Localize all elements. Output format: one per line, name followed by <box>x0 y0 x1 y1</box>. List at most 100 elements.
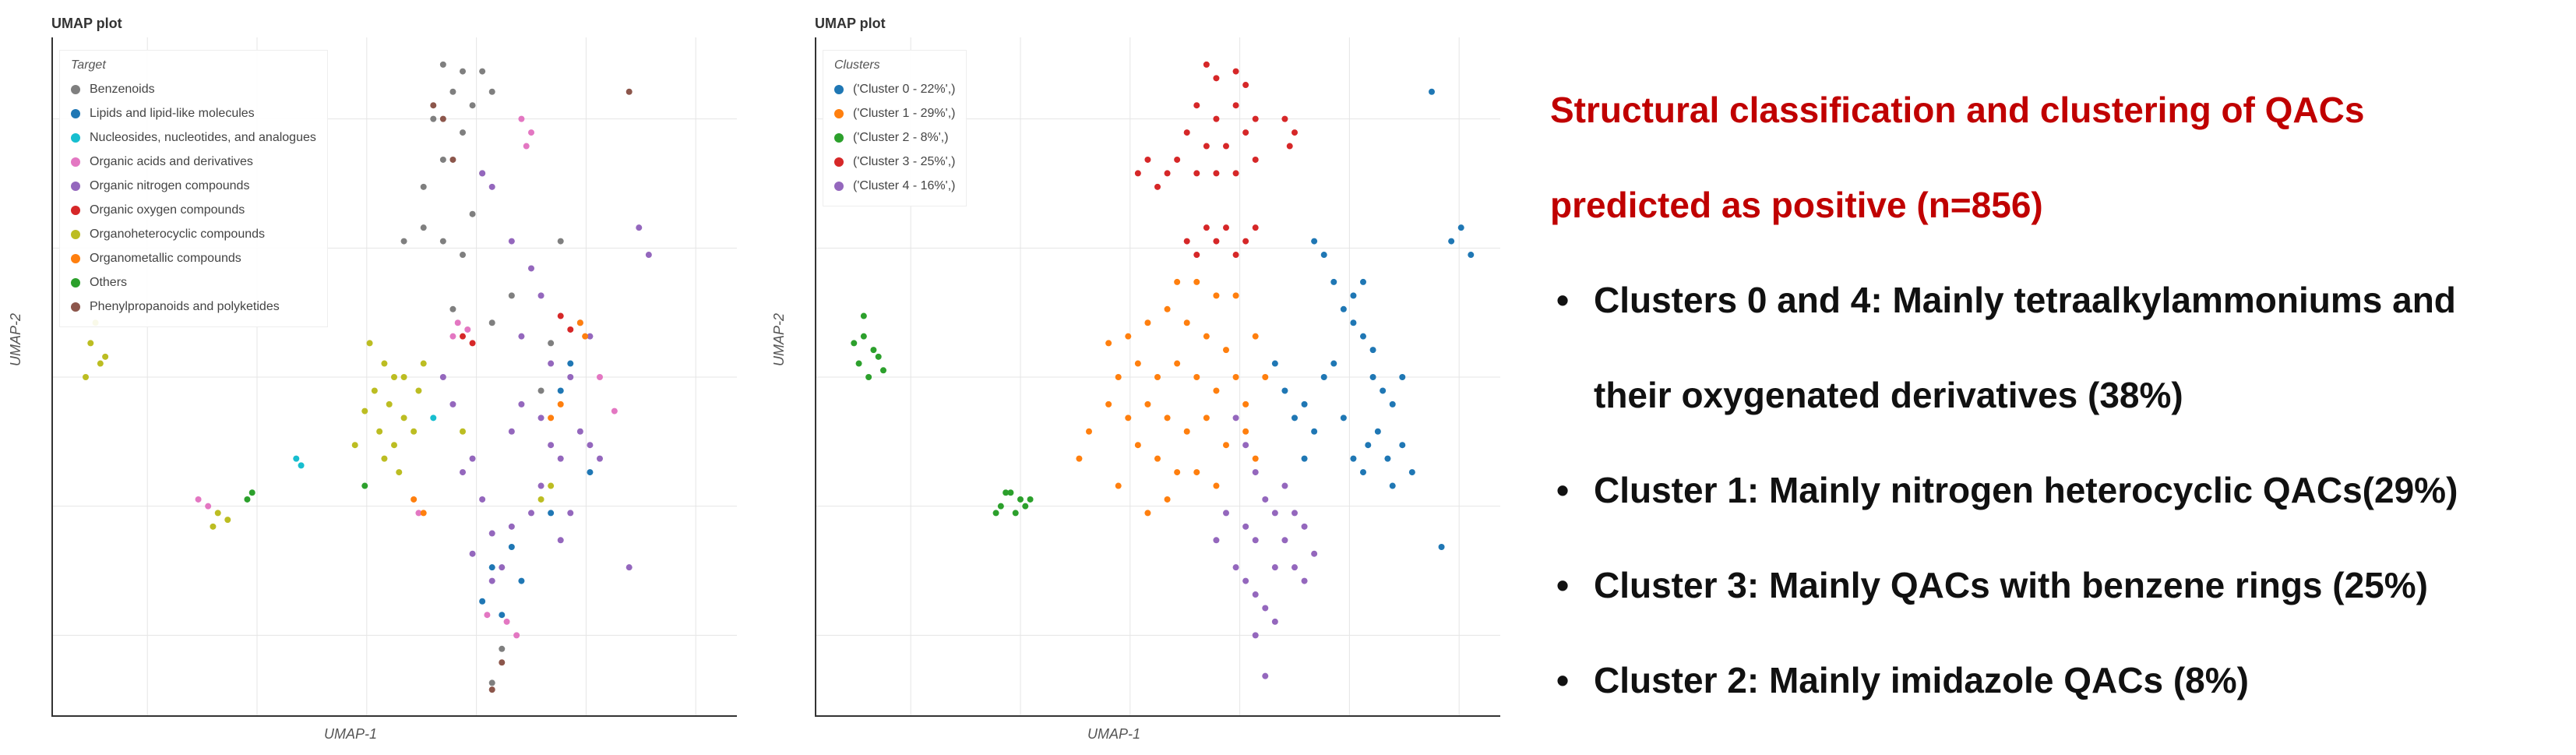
scatter-point <box>528 510 534 517</box>
scatter-point <box>391 374 397 380</box>
scatter-point <box>396 469 403 476</box>
scatter-point <box>488 679 495 686</box>
scatter-point <box>1193 469 1200 476</box>
scatter-point <box>1292 510 1298 517</box>
legend-target: Target Benzenoids Lipids and lipid-like m… <box>59 50 328 327</box>
umap-panel-target: UMAP plot Target Benzenoids Lipids and li… <box>0 0 737 755</box>
scatter-point <box>1003 489 1010 496</box>
y-axis-label: UMAP-2 <box>771 312 787 366</box>
scatter-point <box>1408 469 1415 476</box>
scatter-point <box>523 143 530 150</box>
scatter-point <box>851 340 858 347</box>
scatter-point <box>400 238 407 245</box>
scatter-point <box>557 238 564 245</box>
scatter-point <box>1252 469 1259 476</box>
scatter-point <box>557 400 564 407</box>
scatter-point <box>488 564 495 571</box>
scatter-point <box>1271 564 1278 571</box>
scatter-point <box>1115 482 1122 489</box>
scatter-point <box>464 326 471 333</box>
legend-label: ('Cluster 0 - 22%',) <box>853 82 956 96</box>
scatter-plot-clusters <box>815 37 1500 717</box>
scatter-point <box>1144 400 1151 407</box>
scatter-point <box>376 428 383 435</box>
scatter-point <box>430 415 437 422</box>
scatter-point <box>420 183 427 190</box>
scatter-point <box>1330 278 1337 285</box>
scatter-point <box>1213 170 1220 177</box>
legend-label: ('Cluster 2 - 8%',) <box>853 130 949 144</box>
scatter-point <box>439 156 446 163</box>
scatter-point <box>1213 75 1220 82</box>
scatter-point <box>1360 278 1366 285</box>
scatter-point <box>1193 252 1200 259</box>
scatter-point <box>1252 591 1259 598</box>
scatter-point <box>391 442 397 449</box>
scatter-point <box>1232 68 1239 75</box>
scatter-point <box>351 442 358 449</box>
scatter-point <box>1292 415 1298 422</box>
scatter-point <box>1125 333 1132 340</box>
scatter-point <box>1022 503 1029 510</box>
scatter-point <box>1311 238 1318 245</box>
scatter-point <box>97 360 104 367</box>
scatter-point <box>1115 374 1122 380</box>
scatter-point <box>1203 143 1210 150</box>
scatter-point <box>860 333 867 340</box>
scatter-point <box>1193 102 1200 109</box>
scatter-point <box>1350 455 1357 462</box>
scatter-point <box>205 503 212 510</box>
scatter-point <box>557 387 564 394</box>
scatter-point <box>1223 442 1229 449</box>
scatter-point <box>1292 129 1298 136</box>
scatter-point <box>1213 537 1220 544</box>
legend-marker <box>834 132 844 143</box>
scatter-point <box>1012 510 1019 517</box>
headline-line-1: Structural classification and clustering… <box>1550 90 2365 130</box>
legend-marker <box>71 181 80 191</box>
scatter-point <box>518 577 525 584</box>
scatter-point <box>1301 523 1308 530</box>
x-axis-label: UMAP-1 <box>1087 726 1140 742</box>
legend-label: ('Cluster 1 - 29%',) <box>853 106 956 120</box>
scatter-point <box>1374 428 1381 435</box>
scatter-point <box>1271 618 1278 625</box>
scatter-point <box>875 353 882 360</box>
scatter-point <box>1252 333 1259 340</box>
scatter-point <box>1154 374 1161 380</box>
scatter-point <box>1271 360 1278 367</box>
scatter-point <box>1242 129 1249 136</box>
scatter-point <box>576 319 583 326</box>
legend-item: ('Cluster 2 - 8%',) <box>834 125 955 150</box>
scatter-point <box>587 469 594 476</box>
scatter-point <box>1252 632 1259 639</box>
scatter-point <box>518 400 525 407</box>
scatter-point <box>366 340 373 347</box>
scatter-point <box>248 489 255 496</box>
scatter-point <box>508 292 515 299</box>
scatter-point <box>1213 387 1220 394</box>
scatter-point <box>1271 510 1278 517</box>
scatter-point <box>597 374 603 380</box>
bullet-text: Cluster 1: Mainly nitrogen heterocyclic … <box>1594 470 2458 510</box>
scatter-point <box>855 360 862 367</box>
scatter-point <box>1292 564 1298 571</box>
scatter-point <box>361 482 368 489</box>
scatter-point <box>1360 333 1366 340</box>
scatter-point <box>102 353 109 360</box>
scatter-point <box>1262 374 1269 380</box>
scatter-point <box>1438 544 1445 550</box>
x-axis-label: UMAP-1 <box>323 726 377 742</box>
scatter-point <box>1027 496 1034 503</box>
scatter-point <box>587 442 594 449</box>
scatter-point <box>1232 170 1239 177</box>
scatter-point <box>298 462 305 469</box>
scatter-point <box>1252 537 1259 544</box>
scatter-point <box>1232 415 1239 422</box>
scatter-point <box>513 632 520 639</box>
scatter-point <box>1105 400 1112 407</box>
scatter-point <box>488 530 495 537</box>
scatter-point <box>87 340 94 347</box>
scatter-point <box>439 238 446 245</box>
legend-marker <box>71 84 80 94</box>
